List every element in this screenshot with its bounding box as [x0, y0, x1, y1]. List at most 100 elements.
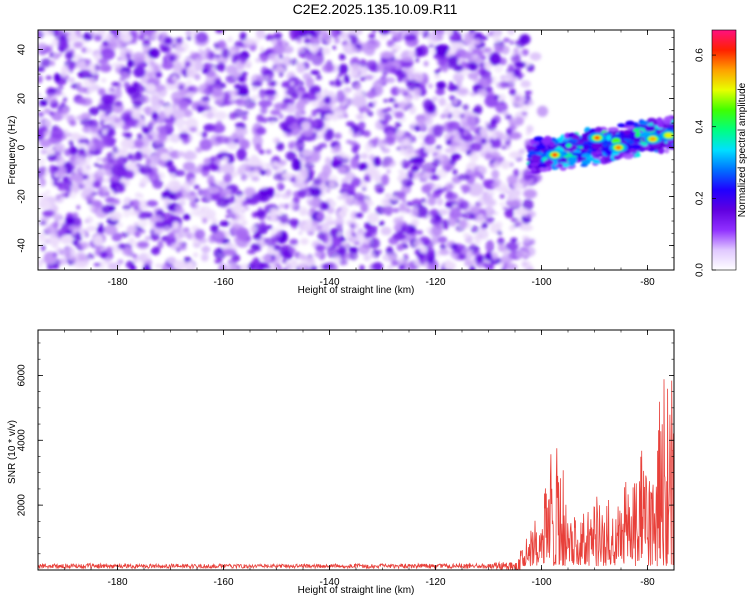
noise-blob — [38, 92, 42, 98]
noise-blob — [310, 70, 320, 75]
noise-blob — [88, 106, 100, 116]
noise-blob — [513, 168, 520, 178]
noise-blob — [216, 197, 230, 208]
noise-blob — [258, 99, 273, 108]
noise-blob — [415, 230, 424, 235]
noise-blob — [193, 184, 200, 190]
signal-blob — [571, 152, 583, 157]
noise-blob — [105, 246, 113, 253]
noise-blob — [64, 216, 75, 225]
noise-blob — [278, 72, 284, 77]
noise-blob — [92, 180, 102, 189]
noise-blob — [341, 154, 352, 161]
noise-blob — [345, 121, 355, 127]
noise-blob — [107, 262, 120, 270]
noise-blob — [389, 30, 396, 35]
noise-blob — [425, 247, 436, 260]
noise-blob — [365, 107, 371, 114]
noise-blob — [303, 162, 315, 170]
noise-blob — [101, 78, 107, 83]
noise-blob — [305, 78, 311, 85]
noise-blob — [222, 156, 229, 163]
noise-blob — [450, 243, 458, 250]
noise-blob — [296, 63, 306, 74]
y-tick-label: 40 — [17, 44, 28, 56]
noise-blob — [481, 223, 489, 229]
noise-blob — [462, 104, 469, 111]
signal-blob — [580, 150, 586, 155]
noise-blob — [251, 94, 259, 101]
noise-blob — [373, 83, 384, 96]
noise-blob — [491, 169, 500, 180]
noise-blob — [128, 87, 141, 99]
noise-blob — [163, 106, 173, 116]
colorbar-label: Normalized spectral amplitude — [737, 82, 748, 217]
noise-blob — [437, 236, 448, 244]
noise-blob — [519, 34, 531, 45]
signal-blob — [647, 117, 656, 122]
noise-blob — [371, 262, 384, 270]
noise-blob — [182, 181, 191, 191]
noise-blob — [273, 32, 283, 40]
noise-blob — [225, 188, 232, 195]
signal-blob — [558, 142, 565, 147]
noise-blob — [206, 194, 212, 201]
noise-blob — [338, 209, 347, 218]
noise-blob — [479, 175, 484, 180]
noise-blob — [516, 242, 521, 246]
signal-blob — [544, 159, 554, 166]
noise-blob — [160, 153, 170, 162]
noise-blob — [401, 178, 414, 188]
noise-blob — [381, 208, 391, 213]
noise-blob — [442, 121, 455, 133]
signal-blob — [662, 120, 672, 125]
x-tick-label: -180 — [107, 577, 127, 588]
noise-blob — [163, 37, 173, 45]
noise-blob — [68, 77, 75, 83]
noise-blob — [201, 96, 211, 102]
noise-blob — [337, 245, 347, 255]
noise-blob — [161, 30, 168, 37]
noise-blob — [58, 258, 68, 265]
noise-blob — [368, 237, 380, 249]
noise-blob — [147, 48, 160, 59]
noise-blob — [474, 104, 483, 115]
noise-blob — [131, 199, 140, 209]
noise-blob — [431, 234, 440, 245]
noise-blob — [45, 189, 51, 195]
colorbar-tick-label: 0.4 — [695, 119, 706, 133]
noise-blob — [477, 196, 486, 207]
noise-blob — [72, 212, 79, 218]
noise-blob — [172, 98, 182, 105]
noise-blob — [390, 196, 399, 201]
noise-blob — [331, 235, 342, 248]
noise-blob — [206, 111, 214, 119]
noise-blob — [139, 193, 144, 199]
noise-blob — [64, 246, 76, 259]
noise-blob — [299, 263, 309, 270]
noise-blob — [151, 111, 159, 121]
noise-blob — [177, 151, 185, 158]
noise-blob — [126, 59, 135, 68]
noise-blob — [480, 137, 488, 145]
noise-blob — [86, 157, 91, 163]
noise-blob — [371, 30, 377, 34]
noise-blob — [267, 72, 274, 80]
x-tick-label: -160 — [213, 277, 233, 288]
noise-blob — [396, 191, 407, 201]
noise-blob — [484, 252, 493, 261]
signal-blob — [605, 132, 613, 136]
noise-blob — [452, 168, 458, 176]
noise-blob — [510, 53, 521, 64]
noise-blob — [53, 180, 58, 186]
noise-blob — [189, 199, 197, 208]
x-tick-label: -80 — [640, 577, 655, 588]
noise-blob — [122, 156, 129, 164]
noise-blob — [504, 114, 513, 120]
noise-blob — [170, 173, 176, 178]
noise-blob — [316, 134, 322, 140]
noise-blob — [482, 262, 489, 268]
noise-blob — [365, 239, 372, 246]
noise-blob — [211, 66, 216, 72]
signal-blob — [581, 133, 587, 140]
